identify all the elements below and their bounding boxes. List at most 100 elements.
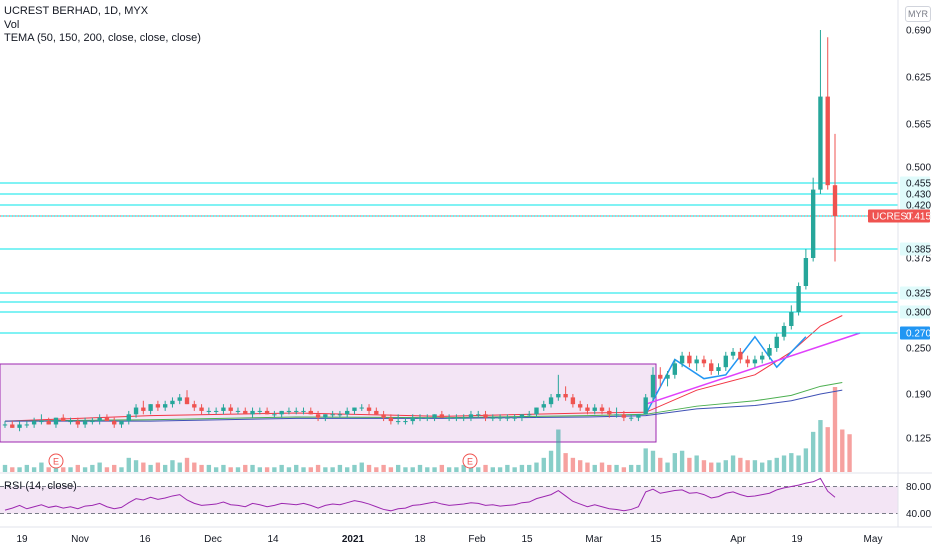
price-level-label: 0.420 (906, 201, 931, 212)
volume-bar (286, 467, 292, 472)
candle-body (330, 414, 335, 416)
price-level-badge (900, 305, 930, 319)
volume-bar (687, 457, 692, 472)
volume-bar (527, 464, 532, 472)
volume-bar (395, 464, 401, 472)
volume-bar (359, 462, 364, 472)
volume-bar (607, 464, 612, 472)
volume-bar (221, 464, 226, 472)
candle-body (352, 407, 357, 411)
volume-bar (337, 464, 343, 472)
volume-bar (264, 467, 270, 472)
earnings-marker (48, 453, 64, 469)
candle-body (133, 407, 139, 415)
candles (2, 30, 838, 432)
candle-body (162, 404, 168, 408)
candle-body (760, 355, 765, 360)
candle-body (672, 363, 678, 375)
candle-body (221, 407, 226, 411)
candle-body (789, 312, 794, 326)
volume-bar (752, 460, 758, 472)
candle-body (825, 96, 830, 186)
candle-body (199, 407, 204, 411)
candle-body (774, 336, 779, 348)
volume-bar (760, 462, 765, 472)
volume-bars (2, 387, 852, 472)
last-price-value: 0.415 (906, 212, 931, 223)
volume-bar (534, 462, 539, 472)
candle-body (599, 407, 605, 411)
y-tick-label: 0.565 (906, 120, 931, 131)
candle-body (17, 424, 22, 428)
candle-body (701, 359, 707, 364)
candle-body (527, 414, 532, 416)
volume-bar (694, 455, 699, 472)
volume-bar (308, 467, 313, 472)
candle-body (184, 397, 190, 405)
candle-body (141, 407, 146, 411)
rsi-band (0, 486, 898, 514)
y-tick-label: 0.250 (906, 344, 931, 355)
y-tick-label: 0.690 (906, 26, 931, 37)
volume-bar (294, 464, 299, 472)
candle-body (264, 410, 270, 415)
volume-bar (723, 460, 728, 472)
candle-body (366, 407, 372, 411)
volume-bar (352, 464, 357, 472)
volume-bar (541, 457, 546, 472)
candle-body (243, 410, 248, 415)
candle-body (323, 414, 328, 418)
volume-bar (133, 460, 139, 472)
currency-badge[interactable]: MYR (905, 6, 931, 22)
candle-body (24, 424, 30, 426)
price-level-label: 0.300 (906, 308, 931, 319)
candle-body (395, 421, 401, 423)
volume-bar (141, 462, 146, 472)
volume-bar (199, 464, 204, 472)
candle-body (497, 417, 503, 419)
candle-body (374, 410, 379, 415)
candle-body (345, 410, 350, 415)
candle-body (541, 404, 546, 408)
candle-body (359, 407, 364, 409)
price-level-badge (900, 198, 930, 212)
y-tick-label: 0.375 (906, 254, 931, 265)
candle-body (505, 417, 510, 419)
volume-bar (679, 450, 685, 472)
candle-body (170, 400, 175, 405)
candle-body (592, 407, 597, 411)
candle-body (687, 355, 692, 364)
y-tick-label: 0.500 (906, 163, 931, 174)
candle-body (315, 414, 321, 418)
candle-body (796, 286, 801, 312)
volume-bar (31, 467, 37, 472)
x-tick-label: Mar (585, 534, 603, 545)
volume-bar (388, 467, 394, 472)
volume-bar (315, 464, 321, 472)
candle-body (716, 367, 721, 371)
candle-body (767, 348, 772, 356)
candle-body (745, 359, 750, 364)
volume-bar (24, 464, 30, 472)
volume-bar (592, 464, 597, 472)
candle-body (39, 421, 44, 423)
candle-body (403, 421, 408, 423)
volume-bar (745, 460, 750, 472)
volume-bar (432, 467, 437, 472)
y-tick-label: 0.625 (906, 73, 931, 84)
candle-body (570, 397, 576, 405)
candle-body (468, 414, 474, 418)
candle-body (577, 404, 583, 408)
candle-body (810, 189, 816, 258)
volume-bar (250, 464, 255, 472)
volume-bar (68, 467, 73, 472)
volume-bar (774, 457, 779, 472)
price-level-badge (900, 326, 930, 340)
volume-bar (184, 457, 190, 472)
volume-bar (796, 455, 801, 472)
x-tick-label: 16 (139, 534, 151, 545)
candle-body (439, 414, 445, 418)
